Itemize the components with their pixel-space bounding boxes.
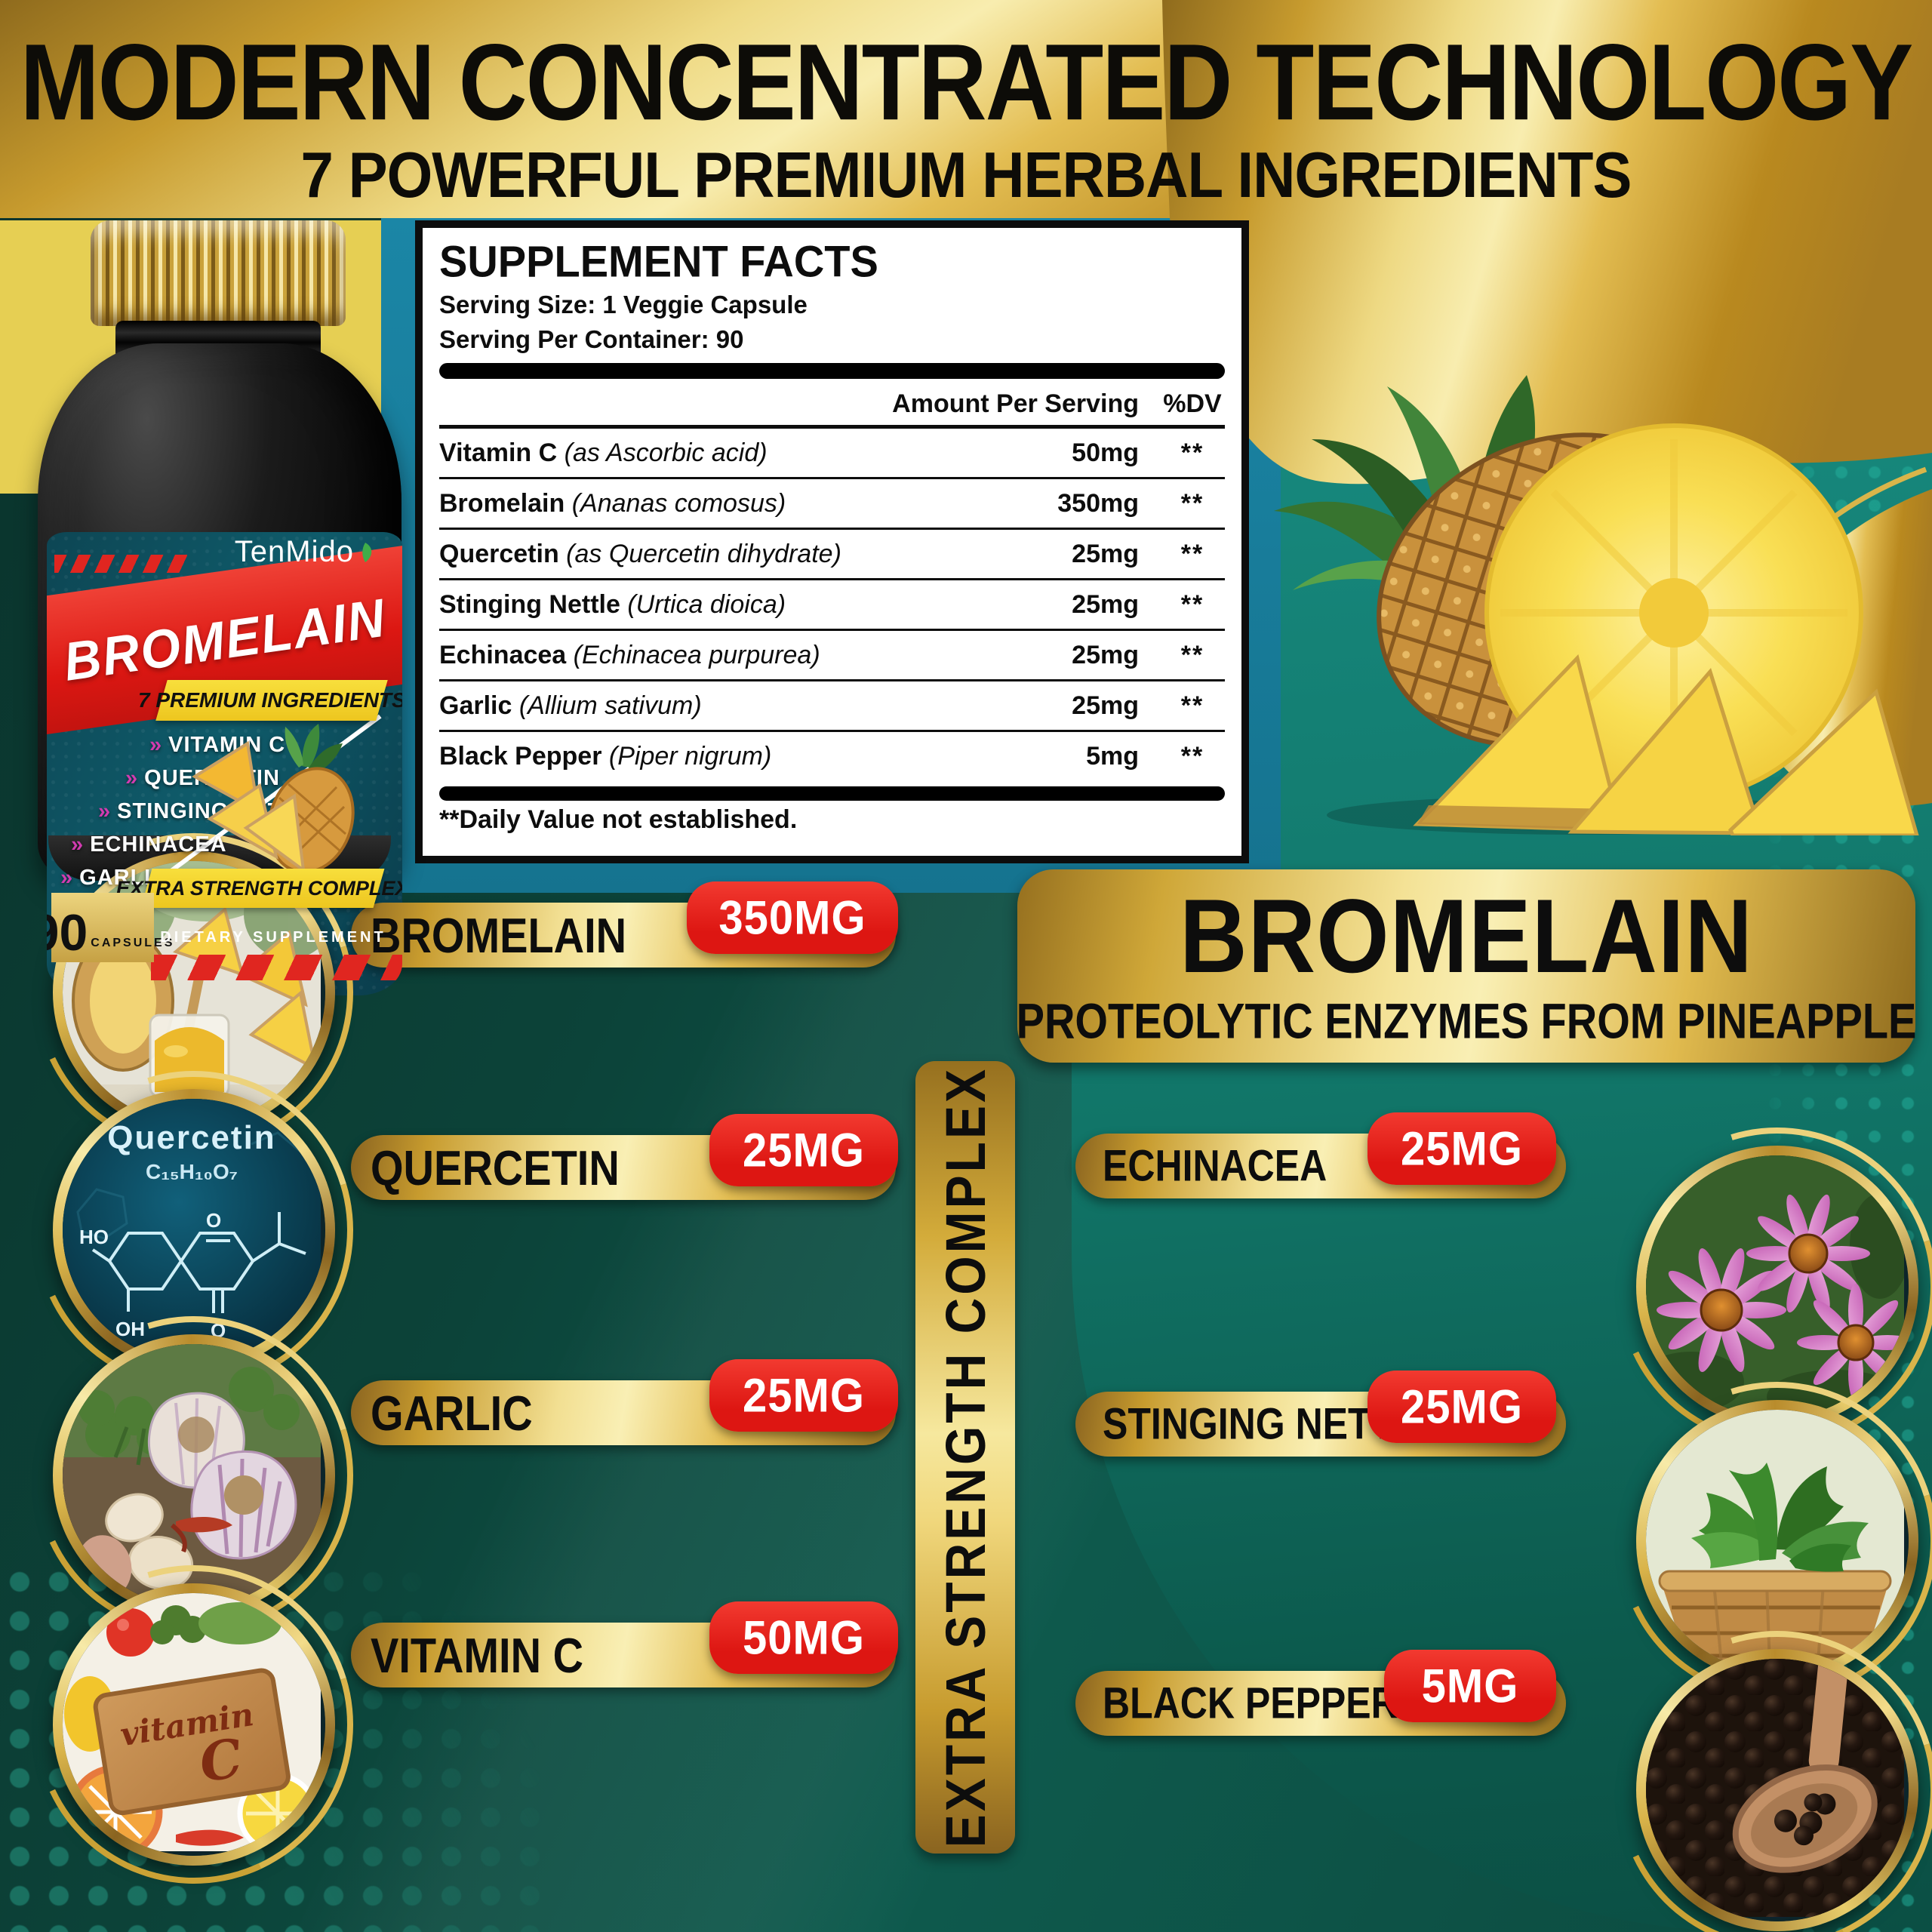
hazard-stripes-bottom — [151, 955, 402, 980]
premium-ingredients-banner: 7 PREMIUM INGREDIENTS — [138, 680, 402, 721]
ingredient-detail: (Urtica dioica) — [627, 589, 786, 619]
dietary-supplement-text: DIETARY SUPPLEMENT — [160, 929, 386, 946]
page-title: MODERN CONCENTRATED TECHNOLOGY — [20, 21, 1914, 143]
supplement-facts-panel: SUPPLEMENT FACTS Serving Size: 1 Veggie … — [415, 220, 1249, 863]
serving-per-container: Serving Per Container: 90 — [439, 325, 744, 353]
ingredient-amount: 25mg — [1072, 539, 1139, 568]
capsule-count: 90 — [47, 904, 88, 961]
ingredient-name: Quercetin — [439, 539, 559, 568]
page-subtitle: 7 POWERFUL PREMIUM HERBAL INGREDIENTS — [300, 138, 1632, 211]
subheadline: PROTEOLYTIC ENZYMES FROM PINEAPPLE — [1016, 992, 1917, 1049]
hazard-stripes-top — [54, 555, 187, 573]
ingredient-dv: ** — [1180, 488, 1204, 518]
serving-size: Serving Size: 1 Veggie Capsule — [439, 291, 808, 318]
ingredient-name: Black Pepper — [439, 741, 602, 771]
facts-row: Stinging Nettle (Urtica dioica) 25mg ** — [439, 580, 1225, 629]
quercetin-title: Quercetin — [107, 1119, 275, 1156]
divider-thick — [439, 786, 1225, 801]
ingredient-detail: (as Ascorbic acid) — [564, 438, 768, 467]
divider-medium — [439, 425, 1225, 429]
headline: BROMELAIN — [1180, 878, 1753, 995]
amount-badge-stinging-nettle: 25MG — [1367, 1371, 1556, 1443]
ingredient-dv: ** — [1180, 539, 1204, 568]
quercetin-formula: C₁₅H₁₀O₇ — [146, 1160, 238, 1183]
bottle-body: TenMido BROMELAIN 7 PREMIUM INGREDIENTS … — [38, 343, 402, 995]
vitamin-letter: C — [195, 1726, 247, 1795]
arrow-bullet-icon: » — [149, 733, 163, 757]
facts-footnote: **Daily Value not established. — [439, 805, 798, 834]
pineapple-photo — [1274, 375, 1919, 835]
product-name: BROMELAIN — [60, 587, 390, 693]
label-ingredient: » VITAMIN C — [149, 733, 286, 757]
bottle-cap — [91, 220, 346, 326]
gold-header-shape — [0, 0, 1932, 807]
capsule-unit: CAPSULES — [91, 937, 175, 949]
ingredient-name: Vitamin C — [439, 438, 558, 467]
ingredient-dv: ** — [1180, 640, 1204, 669]
facts-row: Echinacea (Echinacea purpurea) 25mg ** — [439, 631, 1225, 679]
ingredient-detail: (as Quercetin dihydrate) — [566, 539, 841, 568]
brand-name: TenMido — [234, 535, 354, 568]
brand-logo: TenMido — [235, 535, 375, 569]
facts-title: SUPPLEMENT FACTS — [439, 236, 878, 287]
arrow-bullet-icon: » — [71, 832, 85, 857]
ingredient-dv: ** — [1180, 438, 1204, 467]
arrow-bullet-icon: » — [98, 799, 112, 823]
label-ingredient: » ECHINACEA — [71, 832, 227, 857]
ingredient-amount: 350mg — [1057, 488, 1139, 518]
facts-column-headers: Amount Per Serving %DV — [439, 383, 1225, 423]
ingredient-name: Bromelain — [439, 488, 565, 518]
amount-badge-echinacea: 25MG — [1367, 1112, 1556, 1185]
ingredient-detail: (Ananas comosus) — [571, 488, 786, 518]
amount-badge-vitamin-c: 50MG — [709, 1601, 898, 1674]
ingredient-amount: 25mg — [1072, 691, 1139, 720]
o-label: O — [206, 1209, 221, 1232]
facts-row: Quercetin (as Quercetin dihydrate) 25mg … — [439, 530, 1225, 578]
ingredient-detail: (Allium sativum) — [518, 691, 702, 720]
amount-header: Amount Per Serving — [892, 389, 1139, 418]
vitamin-c-photo: vitamin C — [53, 1583, 335, 1866]
amount-badge-black-pepper: 5MG — [1384, 1650, 1556, 1722]
ingredient-amount: 50mg — [1072, 438, 1139, 467]
amount-badge-garlic: 25MG — [709, 1359, 898, 1432]
label-pineapple-art — [192, 724, 355, 874]
product-bottle: TenMido BROMELAIN 7 PREMIUM INGREDIENTS … — [34, 217, 408, 995]
arrow-bullet-icon: » — [60, 866, 74, 890]
extra-strength-vertical-banner: EXTRA STRENGTH COMPLEX — [915, 1061, 1015, 1854]
ingredient-name: Garlic — [439, 691, 512, 720]
black-pepper-photo — [1636, 1649, 1918, 1931]
facts-row: Black Pepper (Piper nigrum) 5mg ** — [439, 732, 1225, 780]
capsule-count-box: 90 CAPSULES — [47, 893, 172, 962]
ingredient-detail: (Echinacea purpurea) — [573, 640, 820, 669]
ingredient-name: Echinacea — [439, 640, 567, 669]
amount-badge-bromelain: 350MG — [687, 881, 898, 954]
divider-thick — [439, 363, 1225, 379]
arrow-bullet-icon: » — [125, 766, 139, 790]
ingredient-dv: ** — [1180, 741, 1204, 771]
leaf-icon — [362, 542, 372, 562]
ingredient-dv: ** — [1180, 589, 1204, 619]
ingredient-detail: (Piper nigrum) — [608, 741, 772, 771]
facts-row: Vitamin C (as Ascorbic acid) 50mg ** — [439, 429, 1225, 477]
facts-row: Bromelain (Ananas comosus) 350mg ** — [439, 479, 1225, 528]
amount-badge-quercetin: 25MG — [709, 1114, 898, 1186]
bromelain-headline-box: BROMELAIN PROTEOLYTIC ENZYMES FROM PINEA… — [1016, 869, 1917, 1063]
facts-row: Garlic (Allium sativum) 25mg ** — [439, 681, 1225, 730]
ingredient-amount: 25mg — [1072, 640, 1139, 669]
ingredient-name: Stinging Nettle — [439, 589, 620, 619]
extra-strength-banner: EXTRA STRENGTH COMPLEX — [116, 869, 402, 908]
ho-label: HO — [79, 1226, 109, 1248]
ingredient-amount: 5mg — [1086, 741, 1139, 771]
vitamin-word: vitamin — [118, 1696, 256, 1753]
ingredient-dv: ** — [1180, 691, 1204, 720]
dv-header: %DV — [1163, 389, 1222, 418]
ingredient-amount: 25mg — [1072, 589, 1139, 619]
